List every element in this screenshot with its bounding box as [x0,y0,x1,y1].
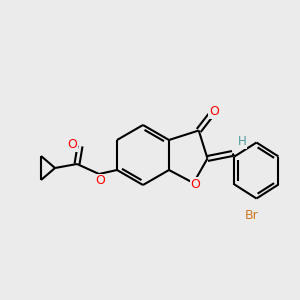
Text: Br: Br [244,209,258,222]
Text: O: O [95,175,105,188]
Text: H: H [238,135,247,148]
Text: O: O [190,178,200,190]
Text: O: O [67,139,77,152]
Text: O: O [209,105,219,118]
